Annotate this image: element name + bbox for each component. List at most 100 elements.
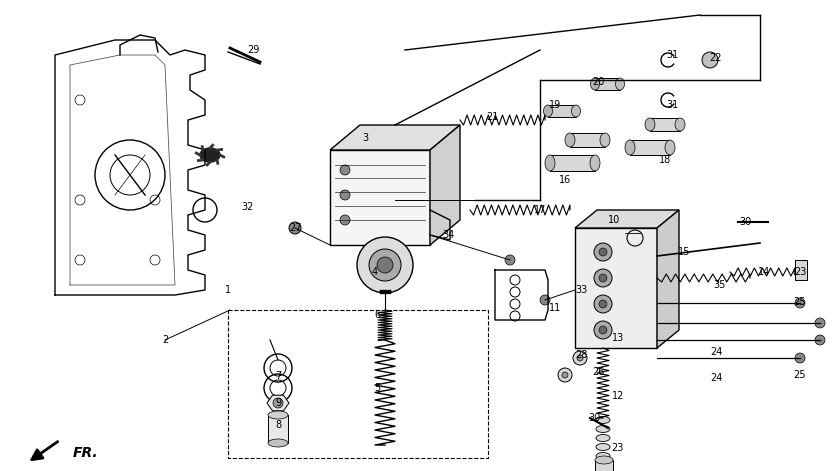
Circle shape xyxy=(289,222,301,234)
Text: 15: 15 xyxy=(678,247,691,257)
Text: 23: 23 xyxy=(611,443,623,453)
Text: 8: 8 xyxy=(275,420,281,430)
Ellipse shape xyxy=(596,435,610,441)
Ellipse shape xyxy=(600,133,610,147)
Polygon shape xyxy=(267,395,289,411)
Circle shape xyxy=(594,243,612,261)
Text: 7: 7 xyxy=(275,371,281,381)
Circle shape xyxy=(573,351,587,365)
Text: 3: 3 xyxy=(362,133,368,143)
Text: FR.: FR. xyxy=(73,446,99,460)
Circle shape xyxy=(340,165,350,175)
Circle shape xyxy=(577,355,583,361)
Ellipse shape xyxy=(596,444,610,450)
Text: 23: 23 xyxy=(794,267,806,277)
Bar xyxy=(330,150,430,245)
Ellipse shape xyxy=(625,140,635,155)
Bar xyxy=(795,260,807,280)
Ellipse shape xyxy=(268,411,288,419)
Text: 6: 6 xyxy=(374,310,380,320)
Text: 21: 21 xyxy=(486,112,498,122)
Text: 27: 27 xyxy=(288,223,301,233)
Bar xyxy=(570,133,605,147)
Text: 24: 24 xyxy=(710,373,722,383)
Circle shape xyxy=(795,353,805,363)
Text: 1: 1 xyxy=(225,285,231,295)
Text: 25: 25 xyxy=(793,297,806,307)
Circle shape xyxy=(599,248,607,256)
Ellipse shape xyxy=(565,133,575,147)
Circle shape xyxy=(562,372,568,378)
Ellipse shape xyxy=(572,105,580,117)
Ellipse shape xyxy=(596,453,610,460)
Text: 30: 30 xyxy=(588,413,600,423)
Bar xyxy=(548,105,576,117)
Circle shape xyxy=(599,326,607,334)
Circle shape xyxy=(558,368,572,382)
Circle shape xyxy=(794,266,806,278)
Text: 35: 35 xyxy=(714,280,726,290)
Text: 19: 19 xyxy=(549,100,561,110)
Circle shape xyxy=(702,52,718,68)
Ellipse shape xyxy=(595,456,613,464)
Circle shape xyxy=(273,398,283,408)
Circle shape xyxy=(357,237,413,293)
Circle shape xyxy=(594,321,612,339)
Bar xyxy=(228,310,488,458)
Polygon shape xyxy=(200,148,220,162)
Bar xyxy=(595,78,620,90)
Text: 25: 25 xyxy=(793,370,806,380)
Bar xyxy=(650,118,680,131)
Polygon shape xyxy=(330,125,460,150)
Polygon shape xyxy=(575,210,679,228)
Ellipse shape xyxy=(665,140,675,155)
Text: 34: 34 xyxy=(442,230,454,240)
Text: 13: 13 xyxy=(612,333,624,343)
Circle shape xyxy=(795,298,805,308)
Text: 33: 33 xyxy=(575,285,587,295)
Bar xyxy=(630,140,670,155)
Polygon shape xyxy=(657,210,679,348)
Circle shape xyxy=(599,300,607,308)
Bar xyxy=(268,415,288,443)
Circle shape xyxy=(369,249,401,281)
Ellipse shape xyxy=(675,118,685,131)
Text: 26: 26 xyxy=(592,367,604,377)
Circle shape xyxy=(505,255,515,265)
Text: 32: 32 xyxy=(242,202,254,212)
Text: 10: 10 xyxy=(608,215,620,225)
Ellipse shape xyxy=(590,78,599,90)
Circle shape xyxy=(340,190,350,200)
Bar xyxy=(550,155,595,171)
Bar xyxy=(575,228,657,348)
Text: 18: 18 xyxy=(659,155,671,165)
Ellipse shape xyxy=(543,105,553,117)
Text: 12: 12 xyxy=(612,391,624,401)
Ellipse shape xyxy=(596,416,610,423)
Ellipse shape xyxy=(268,439,288,447)
Bar xyxy=(595,460,613,471)
Text: 29: 29 xyxy=(247,45,259,55)
Ellipse shape xyxy=(545,155,555,171)
Polygon shape xyxy=(430,125,460,245)
Text: 17: 17 xyxy=(534,205,546,215)
Text: 20: 20 xyxy=(592,77,604,87)
Text: 24: 24 xyxy=(710,347,722,357)
Text: 31: 31 xyxy=(666,100,678,110)
Text: 11: 11 xyxy=(549,303,561,313)
Text: 31: 31 xyxy=(666,50,678,60)
Circle shape xyxy=(594,269,612,287)
Circle shape xyxy=(340,215,350,225)
Text: 22: 22 xyxy=(710,53,722,63)
Ellipse shape xyxy=(596,425,610,432)
Text: 30: 30 xyxy=(739,217,751,227)
Ellipse shape xyxy=(645,118,655,131)
Text: 5: 5 xyxy=(374,383,380,393)
Circle shape xyxy=(540,295,550,305)
Text: 14: 14 xyxy=(758,267,770,277)
Circle shape xyxy=(815,335,825,345)
Text: 28: 28 xyxy=(575,350,587,360)
Ellipse shape xyxy=(615,78,624,90)
Circle shape xyxy=(594,295,612,313)
Text: 16: 16 xyxy=(559,175,571,185)
